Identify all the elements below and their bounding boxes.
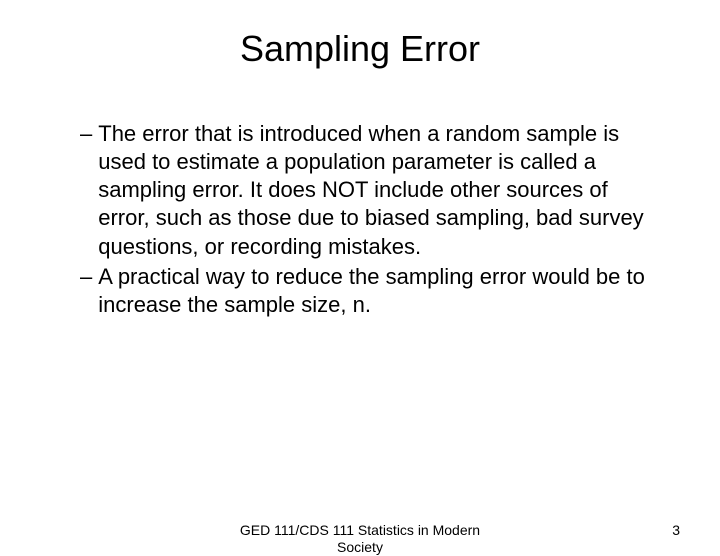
footer-center-text: GED 111/CDS 111 Statistics in Modern Soc…: [230, 522, 490, 556]
bullet-dash: –: [80, 120, 92, 261]
bullet-text: The error that is introduced when a rand…: [98, 120, 660, 261]
slide: Sampling Error – The error that is intro…: [0, 0, 720, 540]
slide-body: – The error that is introduced when a ra…: [80, 120, 660, 321]
bullet-dash: –: [80, 263, 92, 319]
bullet-text: A practical way to reduce the sampling e…: [98, 263, 660, 319]
bullet-item: – The error that is introduced when a ra…: [80, 120, 660, 261]
slide-title: Sampling Error: [0, 28, 720, 70]
page-number: 3: [672, 522, 680, 538]
bullet-item: – A practical way to reduce the sampling…: [80, 263, 660, 319]
